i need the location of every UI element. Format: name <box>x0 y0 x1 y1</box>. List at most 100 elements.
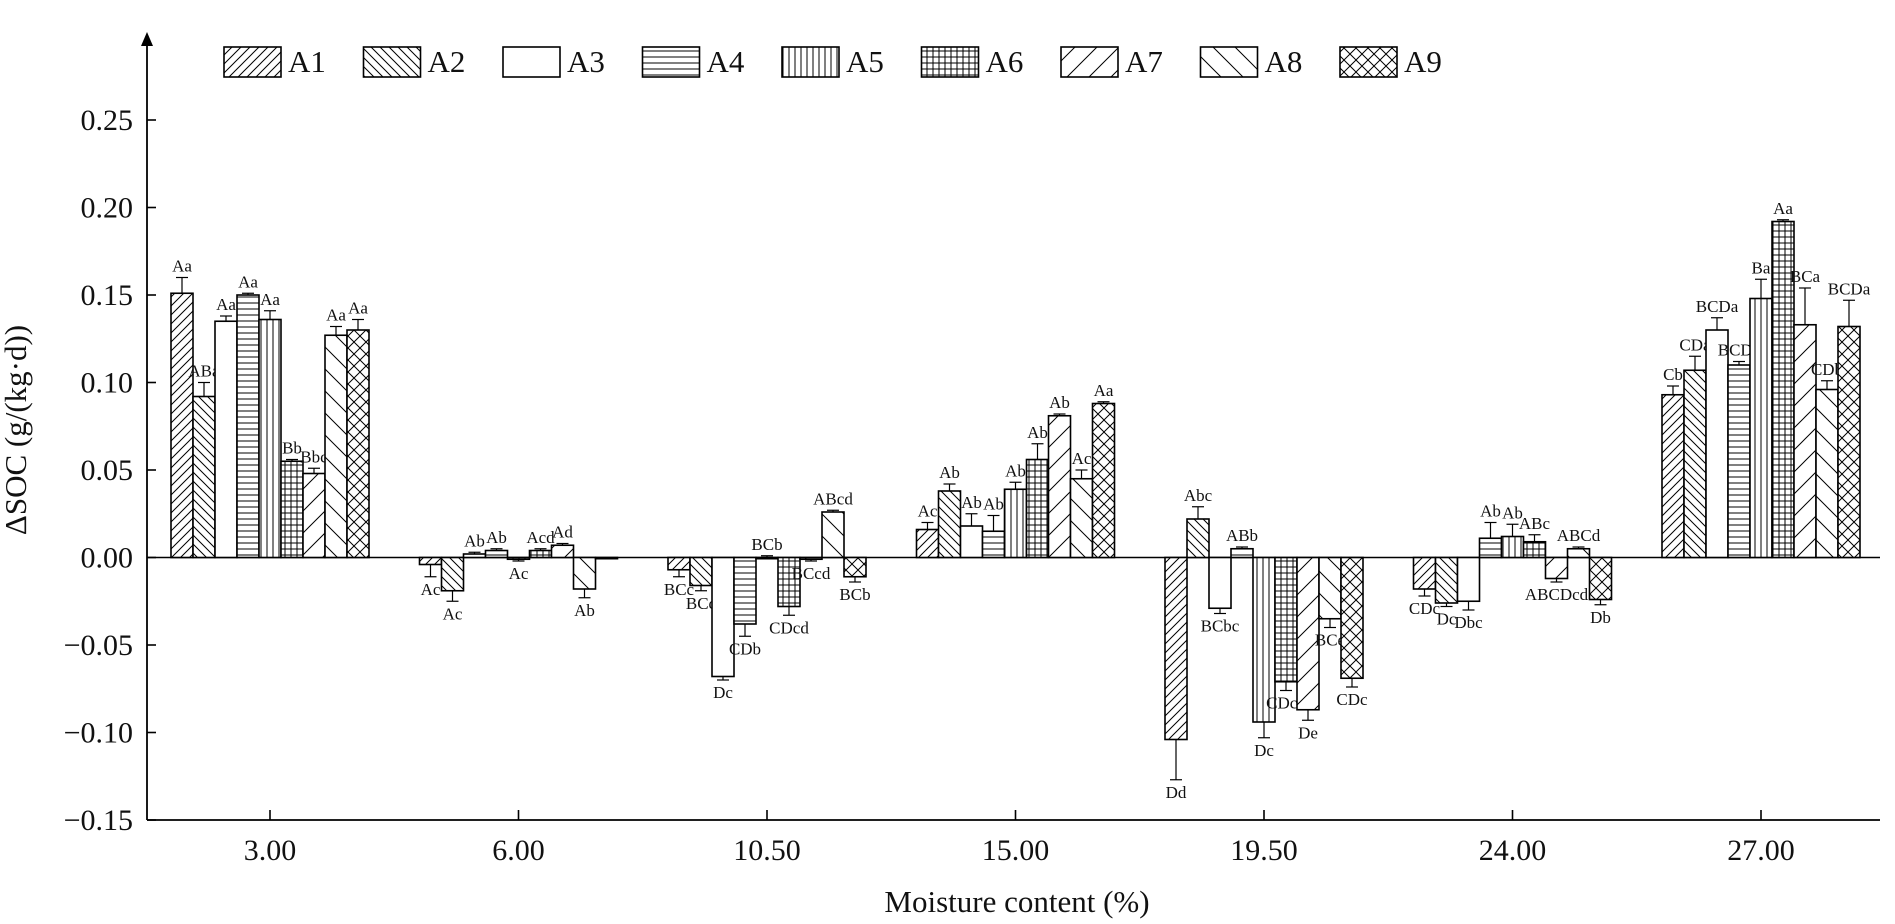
bar <box>462 553 487 559</box>
significance-label: ABa <box>188 362 220 381</box>
bar <box>1727 364 1751 559</box>
significance-label: BCDa <box>1696 297 1739 316</box>
x-axis-title: Moisture content (%) <box>884 884 1149 919</box>
significance-label: BCbc <box>1201 617 1240 636</box>
legend-swatch <box>223 46 282 78</box>
significance-label: Aa <box>238 272 258 291</box>
bar <box>258 318 282 559</box>
significance-label: BCc <box>664 580 695 599</box>
bar <box>1661 393 1685 559</box>
significance-label: BCa <box>1790 267 1821 286</box>
bar <box>1522 540 1547 559</box>
bar <box>667 556 691 571</box>
legend-item-A7: A7 <box>1060 44 1163 79</box>
legend-item-A4: A4 <box>641 44 745 79</box>
bar <box>1588 556 1613 601</box>
significance-label: BCb <box>751 535 782 554</box>
y-axis-title: ΔSOC (g/(kg·d)) <box>0 325 33 535</box>
significance-label: Dc <box>713 683 733 702</box>
bar <box>843 556 867 578</box>
y-tick-label: −0.15 <box>64 804 133 837</box>
x-tick-label: 6.00 <box>492 834 545 867</box>
legend-label: A1 <box>288 44 326 79</box>
significance-label: ABcd <box>813 489 853 508</box>
significance-label: BCe <box>1315 631 1345 650</box>
significance-label: Ab <box>983 495 1004 514</box>
significance-label: Ab <box>1480 502 1501 521</box>
series-A1: Aa Ac BCc Ac Dd CDc Cb <box>170 257 1685 802</box>
bar <box>1749 297 1773 559</box>
x-tick-label: 27.00 <box>1727 834 1795 867</box>
legend-item-A3: A3 <box>502 44 605 79</box>
legend-item-A1: A1 <box>223 44 326 79</box>
bar <box>1412 556 1437 590</box>
legend-item-A6: A6 <box>920 44 1023 79</box>
bar <box>1500 535 1525 559</box>
significance-label: CDc <box>1336 690 1368 709</box>
bar <box>594 556 619 560</box>
series-A9: Aa BCb Aa CDc Db BCDa <box>346 279 1871 709</box>
significance-label: Ba <box>1752 258 1771 277</box>
legend-item-A8: A8 <box>1199 44 1303 79</box>
series-A8: Aa Ab ABcd Ac BCe ABCd CDb <box>324 306 1843 650</box>
x-tick-label: 15.00 <box>982 834 1050 867</box>
x-tick-label: 10.50 <box>733 834 801 867</box>
series-A3: Aa Ab Dc Ab BCbc Dbc BCDa <box>214 295 1739 702</box>
bar <box>799 556 823 561</box>
significance-label: Aa <box>1094 381 1114 400</box>
significance-label: BCc <box>686 594 717 613</box>
bar <box>1434 556 1459 604</box>
bar <box>346 329 370 559</box>
bar <box>1091 402 1116 559</box>
significance-label: Bb <box>282 439 302 458</box>
series-A7: Bbc Ad BCcd Ab De ABCDcd BCa <box>300 267 1820 742</box>
legend-swatch <box>1199 46 1259 78</box>
x-tick-label: 3.00 <box>244 834 297 867</box>
legend-label: A9 <box>1404 44 1442 79</box>
bar <box>937 490 962 559</box>
series-A5: Aa Ac BCb Ab Dc Ab Ba <box>258 258 1773 760</box>
significance-label: Ac <box>1072 449 1092 468</box>
significance-label: Ab <box>486 528 507 547</box>
significance-label: BCcd <box>792 564 831 583</box>
significance-label: Ab <box>1049 393 1070 412</box>
legend-item-A9: A9 <box>1339 44 1442 79</box>
significance-label: Ac <box>509 564 529 583</box>
significance-label: Ac <box>918 502 938 521</box>
significance-label: Ac <box>421 580 441 599</box>
bar <box>1815 388 1839 559</box>
bar <box>550 544 575 559</box>
significance-label: Ab <box>574 601 595 620</box>
bar <box>1208 556 1232 610</box>
bar <box>528 549 553 559</box>
y-tick-label: 0.25 <box>81 104 134 137</box>
significance-label: Aa <box>260 290 280 309</box>
significance-label: ABCd <box>1557 526 1601 545</box>
bar <box>1003 488 1028 559</box>
bar <box>1025 458 1050 559</box>
legend-label: A7 <box>1125 44 1163 79</box>
bar <box>170 292 194 559</box>
bar <box>1456 556 1481 603</box>
y-tick-label: 0.20 <box>81 192 134 225</box>
y-tick-label: 0.00 <box>81 542 134 575</box>
bar <box>821 511 845 559</box>
significance-label: Dc <box>1437 610 1457 629</box>
y-tick-label: 0.10 <box>81 367 134 400</box>
bar <box>733 556 757 625</box>
significance-label: ABb <box>1226 526 1258 545</box>
significance-label: Dc <box>1254 741 1274 760</box>
significance-label: Db <box>1590 608 1611 627</box>
significance-label: Ab <box>1005 461 1026 480</box>
bar <box>1164 556 1188 741</box>
legend-label: A8 <box>1265 44 1303 79</box>
significance-label: Aa <box>326 306 346 325</box>
bar <box>192 395 216 559</box>
bar <box>915 528 940 559</box>
legend-item-A5: A5 <box>781 44 884 79</box>
bar <box>711 556 735 678</box>
legend-swatch <box>641 46 701 78</box>
bar <box>1047 414 1072 559</box>
legend-label: A2 <box>428 44 466 79</box>
